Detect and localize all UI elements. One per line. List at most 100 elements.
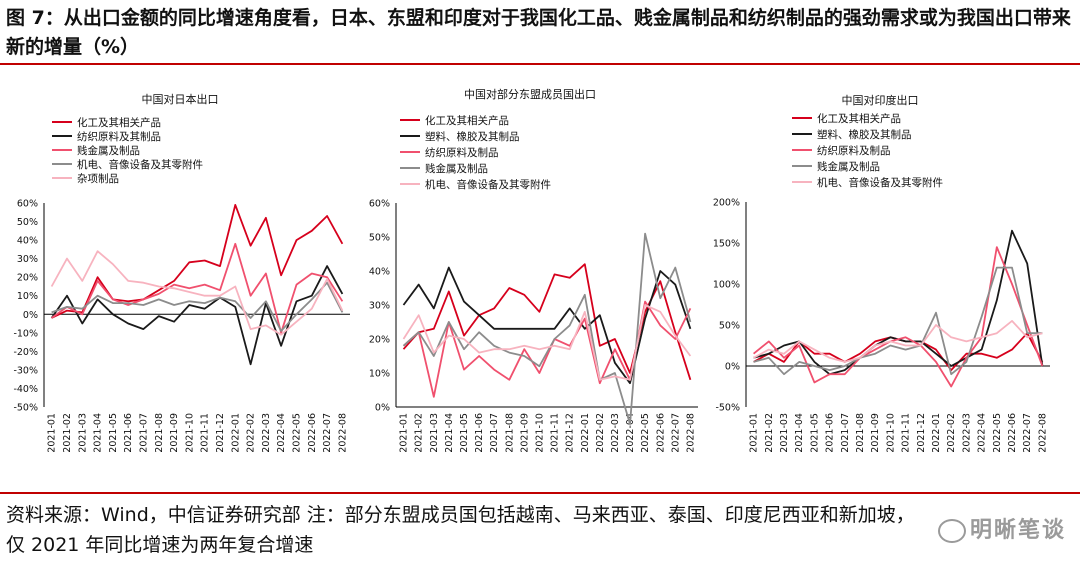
x-tick-label: 2022-02 bbox=[595, 413, 606, 453]
x-tick-label: 2022-08 bbox=[1037, 413, 1048, 453]
y-tick-label: 20% bbox=[17, 273, 38, 284]
x-tick-label: 2022-06 bbox=[1007, 413, 1018, 453]
chart-asean: 中国对部分东盟成员国出口化工及其相关产品塑料、橡胶及其制品纺织原料及制品贱金属及… bbox=[369, 87, 698, 453]
x-tick-label: 2022-05 bbox=[291, 413, 302, 453]
x-tick-label: 2022-04 bbox=[977, 413, 988, 453]
x-tick-label: 2021-04 bbox=[93, 413, 104, 453]
x-tick-label: 2022-01 bbox=[931, 413, 942, 453]
x-tick-label: 2022-07 bbox=[670, 413, 681, 453]
legend-label: 化工及其相关产品 bbox=[817, 112, 901, 125]
x-tick-label: 2021-11 bbox=[200, 413, 211, 453]
x-tick-label: 2021-03 bbox=[779, 413, 790, 453]
x-tick-label: 2021-12 bbox=[215, 413, 226, 453]
legend-label: 贱金属及制品 bbox=[425, 162, 488, 175]
x-tick-label: 2022-08 bbox=[685, 413, 696, 453]
x-tick-label: 2021-02 bbox=[764, 413, 775, 453]
x-tick-label: 2021-04 bbox=[794, 413, 805, 453]
x-tick-label: 2021-09 bbox=[870, 413, 881, 453]
series-line bbox=[402, 300, 692, 398]
figure-title: 图 7：从出口金额的同比增速角度看，日本、东盟和印度对于我国化工品、贱金属制品和… bbox=[6, 7, 1071, 58]
legend-label: 化工及其相关产品 bbox=[425, 114, 509, 127]
x-tick-label: 2021-07 bbox=[489, 413, 500, 453]
watermark-text: 明晰笔谈 bbox=[969, 518, 1066, 543]
y-tick-label: -50% bbox=[715, 403, 740, 414]
series-line bbox=[50, 265, 344, 366]
legend-label: 机电、音像设备及其零附件 bbox=[77, 158, 203, 171]
wechat-icon bbox=[937, 519, 966, 543]
y-tick-label: 0% bbox=[725, 362, 740, 373]
legend-label: 纺织原料及制品 bbox=[817, 144, 891, 157]
series-line bbox=[402, 232, 692, 425]
y-tick-label: -20% bbox=[13, 347, 38, 358]
chart-title: 中国对部分东盟成员国出口 bbox=[464, 87, 596, 101]
x-tick-label: 2022-02 bbox=[946, 413, 957, 453]
y-tick-label: 0% bbox=[23, 310, 38, 321]
x-tick-label: 2021-12 bbox=[565, 413, 576, 453]
y-tick-label: 150% bbox=[713, 239, 740, 250]
x-tick-label: 2021-10 bbox=[534, 413, 545, 453]
y-tick-label: 0% bbox=[375, 403, 390, 414]
x-tick-label: 2022-03 bbox=[610, 413, 621, 453]
x-tick-label: 2022-02 bbox=[246, 413, 257, 453]
y-tick-label: 40% bbox=[369, 267, 390, 278]
y-tick-label: 50% bbox=[17, 217, 38, 228]
series-line bbox=[51, 281, 344, 332]
x-tick-label: 2022-07 bbox=[1022, 413, 1033, 453]
source-note-line-1: 资料来源：Wind，中信证券研究部 注：部分东盟成员国包括越南、马来西亚、泰国、… bbox=[6, 504, 915, 526]
x-tick-label: 2021-07 bbox=[138, 413, 149, 453]
x-tick-label: 2021-10 bbox=[885, 413, 896, 453]
x-tick-label: 2021-06 bbox=[474, 413, 485, 453]
chart-title: 中国对印度出口 bbox=[842, 93, 919, 107]
series-line bbox=[402, 266, 692, 385]
x-tick-label: 2022-05 bbox=[992, 413, 1003, 453]
x-tick-label: 2022-03 bbox=[961, 413, 972, 453]
x-tick-label: 2021-05 bbox=[108, 413, 119, 453]
legend-label: 化工及其相关产品 bbox=[77, 116, 161, 129]
chart-title: 中国对日本出口 bbox=[142, 92, 219, 106]
legend-label: 机电、音像设备及其零附件 bbox=[425, 178, 551, 191]
y-tick-label: 60% bbox=[17, 199, 38, 210]
x-tick-label: 2021-01 bbox=[749, 413, 760, 453]
x-tick-label: 2021-10 bbox=[184, 413, 195, 453]
x-tick-label: 2022-08 bbox=[337, 413, 348, 453]
legend-label: 贱金属及制品 bbox=[77, 144, 140, 157]
x-tick-label: 2021-11 bbox=[901, 413, 912, 453]
x-tick-label: 2021-11 bbox=[550, 413, 561, 453]
x-tick-label: 2021-08 bbox=[504, 413, 515, 453]
y-tick-label: 10% bbox=[369, 369, 390, 380]
x-tick-label: 2021-01 bbox=[399, 413, 410, 453]
series-line bbox=[50, 250, 344, 336]
legend-label: 机电、音像设备及其零附件 bbox=[817, 176, 943, 189]
x-tick-label: 2021-05 bbox=[459, 413, 470, 453]
y-tick-label: 200% bbox=[713, 198, 740, 209]
y-tick-label: -10% bbox=[13, 328, 38, 339]
y-tick-label: -40% bbox=[13, 384, 38, 395]
x-tick-label: 2021-01 bbox=[47, 413, 58, 453]
top-divider bbox=[0, 63, 1080, 65]
x-tick-label: 2021-04 bbox=[444, 413, 455, 453]
y-tick-label: 50% bbox=[369, 233, 390, 244]
chart-japan: 中国对日本出口化工及其相关产品纺织原料及其制品贱金属及制品机电、音像设备及其零附… bbox=[13, 92, 350, 453]
bottom-divider bbox=[0, 492, 1080, 494]
x-tick-label: 2021-12 bbox=[916, 413, 927, 453]
chart-india: 中国对印度出口化工及其相关产品塑料、橡胶及其制品纺织原料及制品贱金属及制品机电、… bbox=[713, 93, 1050, 453]
legend-label: 塑料、橡胶及其制品 bbox=[425, 130, 520, 143]
source-note: 资料来源：Wind，中信证券研究部 注：部分东盟成员国包括越南、马来西亚、泰国、… bbox=[6, 500, 1074, 560]
x-tick-label: 2021-06 bbox=[825, 413, 836, 453]
y-tick-label: -30% bbox=[13, 365, 38, 376]
x-tick-label: 2022-01 bbox=[580, 413, 591, 453]
x-tick-label: 2021-05 bbox=[809, 413, 820, 453]
x-tick-label: 2021-07 bbox=[840, 413, 851, 453]
y-tick-label: 60% bbox=[369, 199, 390, 210]
x-tick-label: 2022-04 bbox=[276, 413, 287, 453]
series-line bbox=[753, 246, 1044, 388]
x-tick-label: 2021-02 bbox=[414, 413, 425, 453]
x-tick-label: 2022-06 bbox=[307, 413, 318, 453]
x-tick-label: 2021-08 bbox=[154, 413, 165, 453]
legend-label: 纺织原料及制品 bbox=[425, 146, 499, 159]
legend-label: 杂项制品 bbox=[77, 172, 119, 185]
series-line bbox=[753, 266, 1043, 376]
legend-label: 塑料、橡胶及其制品 bbox=[817, 128, 912, 141]
series-line bbox=[51, 203, 344, 319]
series-line bbox=[402, 263, 692, 381]
